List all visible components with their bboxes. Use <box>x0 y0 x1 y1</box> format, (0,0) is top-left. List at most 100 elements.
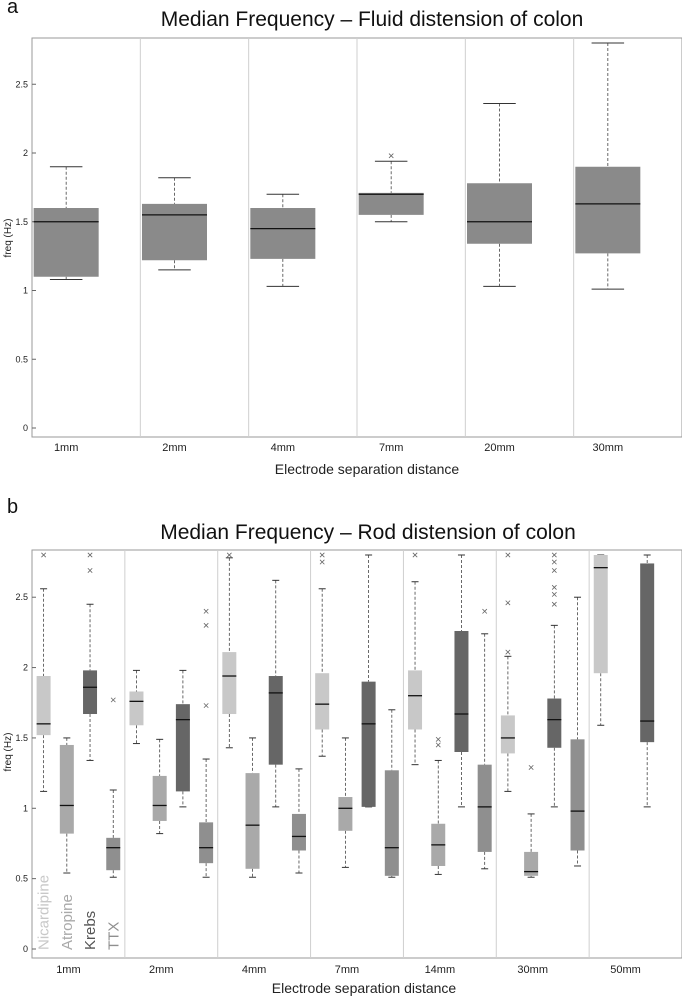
chart-b-iqr <box>36 676 51 736</box>
chart-b-iqr <box>83 670 98 715</box>
chart-a-iqr <box>358 192 424 215</box>
chart-b-box <box>500 552 515 792</box>
chart-b-ytick-label: 2.5 <box>15 592 28 602</box>
panel-b-label: b <box>7 496 18 518</box>
legend-label-ttx: TTX <box>105 922 122 950</box>
chart-b-xtick-label: 50mm <box>610 964 641 976</box>
chart-a-ytick-label: 0.5 <box>15 354 28 364</box>
chart-b-iqr <box>338 797 353 831</box>
chart-b-xtick-label: 7mm <box>335 964 359 976</box>
chart-b-box <box>175 669 190 808</box>
chart-b-iqr <box>315 673 330 730</box>
chart-b-outlier <box>551 601 557 607</box>
chart-b-iqr <box>361 681 376 807</box>
chart-a-xtick-label: 4mm <box>271 442 295 454</box>
chart-b-xtick-label: 2mm <box>149 964 173 976</box>
chart-b-box <box>36 552 51 792</box>
chart-b-box <box>222 552 237 749</box>
chart-a-xlabel: Electrode separation distance <box>275 461 460 477</box>
chart-b-frame <box>31 549 682 959</box>
chart-b-iqr <box>454 630 469 752</box>
chart-b-iqr <box>524 851 539 876</box>
chart-b-box <box>106 697 121 878</box>
chart-a-box <box>467 103 532 287</box>
chart-b-outlier <box>319 552 325 558</box>
chart-b-box <box>570 596 585 867</box>
chart-a-xtick-label: 2mm <box>162 442 186 454</box>
chart-b-plot: 0 0.5 1 1.5 2 2.5 1mm 2mm 4mm 7mm 14mm 30mm 50mm Nica… <box>15 549 682 976</box>
chart-b-box <box>454 554 469 808</box>
chart-b-outlier <box>203 608 209 614</box>
chart-b-outlier <box>435 742 441 748</box>
legend-label-nicardipine: Nicardipine <box>36 875 53 950</box>
chart-b-iqr <box>547 698 562 748</box>
chart-b-iqr <box>175 704 190 792</box>
chart-a-plot: 0 0.5 1 1.5 2 2.5 1mm 2mm 4mm 7mm 20mm 30mm <box>15 37 682 454</box>
chart-b-ytick-label: 1 <box>23 803 28 813</box>
chart-a-iqr <box>467 183 532 244</box>
chart-b-outlier <box>551 584 557 590</box>
chart-b-outlier <box>551 591 557 597</box>
chart-b-box <box>199 608 214 878</box>
chart-b-outlier <box>482 608 488 614</box>
legend-label-atropine: Atropine <box>59 894 76 950</box>
chart-a-iqr <box>33 208 99 277</box>
chart-b-iqr <box>291 813 306 851</box>
chart-b-xtick-label: 14mm <box>425 964 456 976</box>
chart-a-ytick-label: 1.5 <box>15 217 28 227</box>
chart-b-box <box>640 554 655 808</box>
legend-label-krebs: Krebs <box>82 911 99 950</box>
chart-b-outlier <box>319 559 325 565</box>
chart-b-iqr <box>59 744 74 834</box>
chart-b-iqr <box>106 837 121 871</box>
chart-b-iqr <box>593 555 608 674</box>
chart-b-iqr <box>640 563 655 743</box>
chart-b-iqr <box>245 773 260 869</box>
chart-a-box <box>358 153 424 223</box>
chart-b-iqr <box>477 764 492 852</box>
chart-b-iqr <box>384 770 399 876</box>
chart-b-outlier <box>435 736 441 742</box>
chart-b-iqr <box>570 739 585 851</box>
chart-b-outlier <box>412 552 418 558</box>
chart-b-box <box>315 552 330 757</box>
chart-b-outlier <box>505 600 511 606</box>
chart-b-box <box>384 709 399 878</box>
chart-a-xtick-label: 20mm <box>484 442 515 454</box>
chart-a-box <box>575 42 641 290</box>
chart-b-box <box>431 736 446 875</box>
chart-b-outlier <box>551 559 557 565</box>
chart-b-box <box>83 552 98 761</box>
chart-b-outlier <box>528 764 534 770</box>
chart-b-outlier <box>551 552 557 558</box>
chart-b-box <box>477 608 492 870</box>
chart-a-xtick-label: 30mm <box>593 442 624 454</box>
chart-b-xtick-label: 4mm <box>242 964 266 976</box>
chart-b-iqr <box>129 691 144 726</box>
chart-b-outlier <box>203 703 209 709</box>
chart-b-box <box>547 552 562 808</box>
chart-a-box <box>250 193 316 287</box>
chart-b-iqr <box>408 670 423 730</box>
chart-b-box <box>361 554 376 808</box>
chart-b-outlier <box>551 567 557 573</box>
chart-b-box <box>245 737 260 878</box>
chart-a-iqr <box>142 203 207 261</box>
chart-b-iqr <box>152 775 167 821</box>
chart-a-ylabel: freq (Hz) <box>3 219 14 258</box>
chart-a-ytick-label: 2.5 <box>15 79 28 89</box>
chart-b-iqr <box>268 676 283 765</box>
chart-a-title: Median Frequency – Fluid distension of c… <box>161 8 584 31</box>
chart-b-iqr <box>222 652 237 715</box>
chart-b-box <box>338 737 353 868</box>
chart-b-box <box>593 554 608 726</box>
chart-b-ytick-label: 0.5 <box>15 874 28 884</box>
chart-b-box <box>291 768 306 874</box>
chart-b-box <box>408 552 423 766</box>
chart-b-box <box>129 669 144 745</box>
chart-b-box <box>524 764 539 878</box>
chart-b-xtick-label: 1mm <box>56 964 80 976</box>
chart-b-iqr <box>500 715 515 754</box>
chart-b-iqr <box>199 822 214 864</box>
